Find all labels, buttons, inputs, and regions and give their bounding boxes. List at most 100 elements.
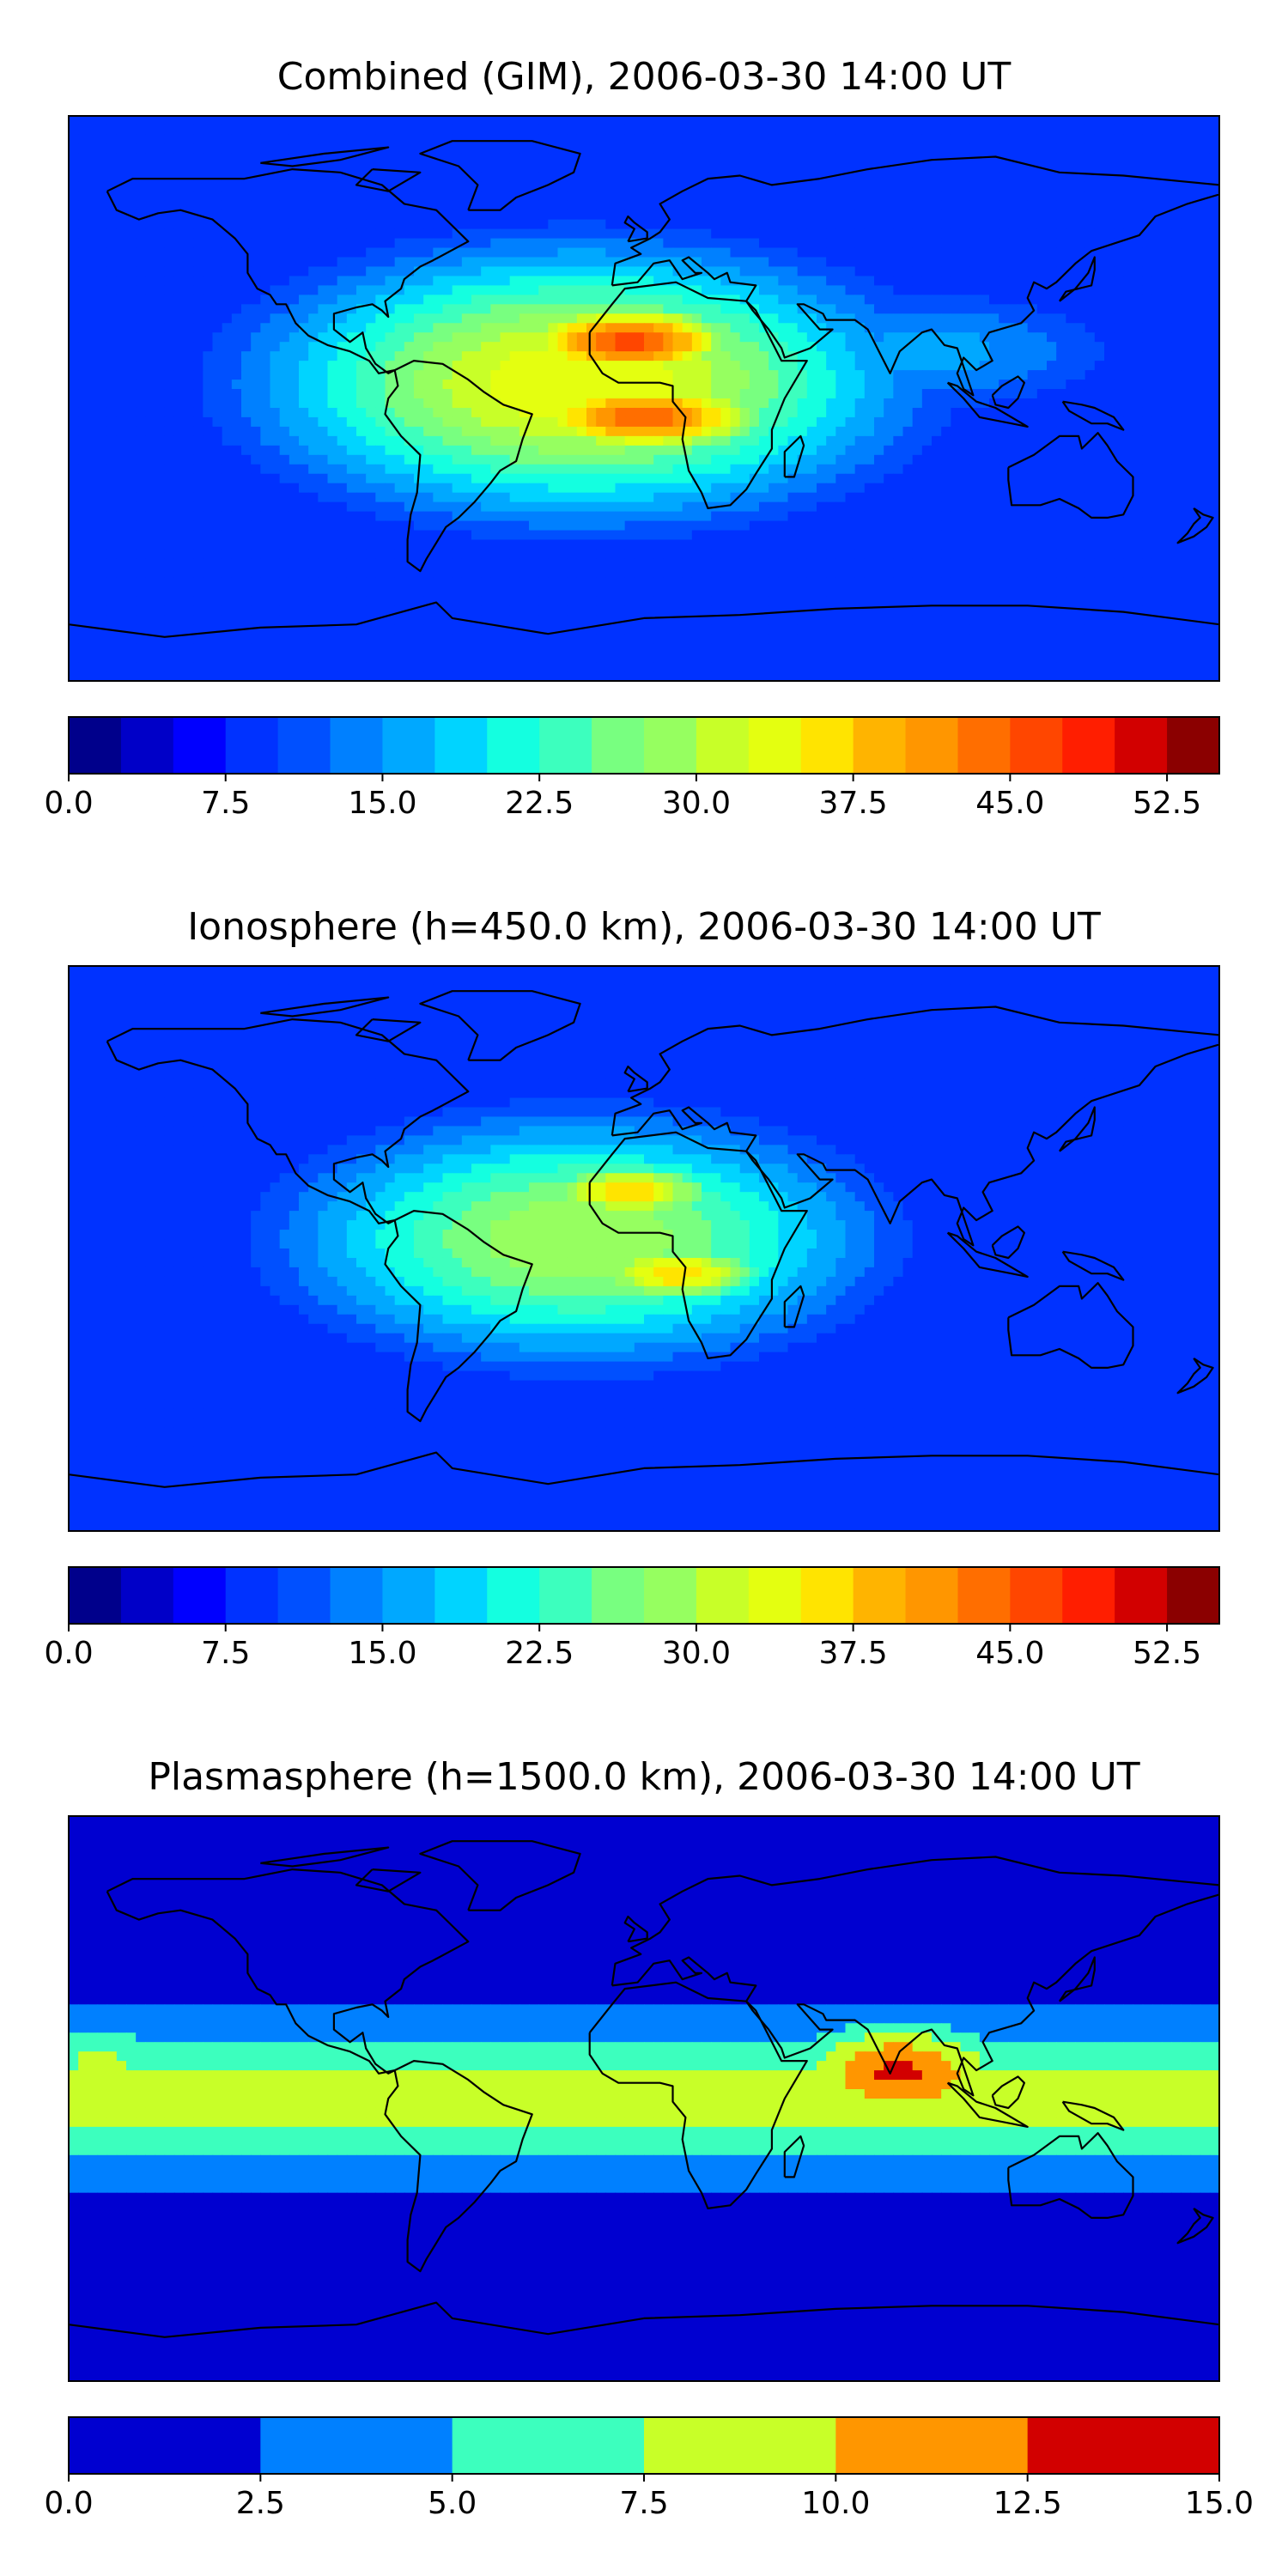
map-cell [702,332,712,343]
map-cell [615,153,626,164]
map-cell [624,181,635,192]
map-cell [155,276,166,286]
map-cell [769,435,779,447]
map-cell [184,483,194,494]
map-cell [969,323,981,333]
map-cell [1094,125,1105,136]
map-cell [279,162,290,173]
map-cell [193,162,204,173]
map-cell [739,313,750,324]
map-cell [739,266,750,277]
map-cell [212,313,223,324]
map-cell [500,473,511,484]
map-cell [682,435,693,447]
map-cell [337,295,348,305]
map-cell [893,416,904,428]
map-cell [586,228,597,240]
map-cell [548,501,559,513]
map-cell [624,389,635,399]
map-cell [471,313,482,324]
map-cell [969,332,981,343]
map-cell [1151,370,1163,380]
map-cell [136,398,146,409]
map-cell [749,153,760,164]
map-cell [529,257,539,268]
map-cell [1084,162,1096,173]
map-cell [951,464,962,475]
map-cell [433,295,444,305]
map-cell [1162,464,1172,475]
map-cell [299,473,309,484]
map-cell [826,445,836,456]
map-cell [97,332,108,343]
map-cell [682,210,693,221]
map-cell [1171,323,1182,333]
map-cell [481,398,491,409]
map-cell [356,323,367,333]
map-cell [989,134,999,145]
map-cell [500,398,511,409]
map-cell [106,351,118,361]
map-cell [97,143,108,155]
map-cell [519,370,530,380]
map-cell [557,389,568,399]
map-cell [1018,266,1029,277]
map-cell [241,191,252,202]
map-cell [164,162,175,173]
map-cell [634,445,645,456]
map-cell [490,143,501,155]
map-cell [173,370,185,380]
map-cell [308,276,319,286]
map-cell [682,181,693,192]
map-cell [461,426,472,437]
map-cell [145,276,156,286]
map-cell [1094,181,1105,192]
map-cell [1084,361,1096,371]
map-cell [1066,473,1077,484]
map-cell [471,285,482,295]
map-cell [720,398,732,409]
map-cell [605,134,617,145]
map-cell [691,464,702,475]
map-cell [826,276,836,286]
map-cell [893,492,904,503]
map-cell [145,257,156,268]
map-cell [366,172,376,183]
map-cell [356,483,367,494]
map-cell [471,370,482,380]
map-cell [69,426,79,437]
map-cell [979,191,990,202]
map-cell [116,351,127,361]
map-cell [385,407,396,418]
map-cell [912,210,923,221]
map-cell [346,116,357,126]
map-cell [1084,304,1096,314]
map-cell [173,435,185,447]
map-cell [720,361,732,371]
map-cell [739,342,750,352]
map-cell [720,200,732,211]
map-cell [691,276,702,286]
map-cell [461,483,472,494]
map-cell [538,276,549,286]
map-cell [500,492,511,503]
map-cell [835,200,847,211]
map-cell [184,323,194,333]
map-cell [1190,295,1201,305]
map-cell [653,266,664,277]
map-cell [932,370,942,380]
map-cell [126,370,137,380]
map-cell [893,370,904,380]
map-cell [145,153,156,164]
map-cell [519,116,530,126]
map-cell [116,200,127,211]
map-cell [1027,389,1038,399]
map-cell [672,380,683,390]
map-cell [893,313,904,324]
map-cell [817,323,827,333]
map-cell [624,323,635,333]
map-cell [356,426,367,437]
map-cell [299,266,309,277]
map-cell [672,464,683,475]
map-cell [778,181,789,192]
